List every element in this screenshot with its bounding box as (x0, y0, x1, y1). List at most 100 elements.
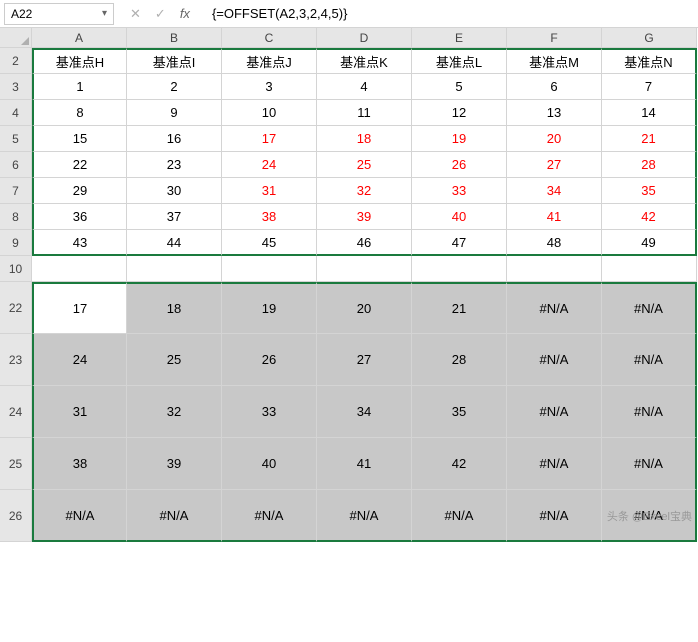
data-cell[interactable]: 24 (222, 152, 317, 178)
data-cell[interactable]: 23 (127, 152, 222, 178)
result-cell[interactable]: 17 (32, 282, 127, 334)
result-cell[interactable]: 34 (317, 386, 412, 438)
empty-cell[interactable] (507, 256, 602, 282)
data-cell[interactable]: 25 (317, 152, 412, 178)
data-cell[interactable]: 8 (32, 100, 127, 126)
row-header-10[interactable]: 10 (0, 256, 32, 282)
data-cell[interactable]: 49 (602, 230, 697, 256)
data-cell[interactable]: 15 (32, 126, 127, 152)
empty-cell[interactable] (127, 256, 222, 282)
data-cell[interactable]: 22 (32, 152, 127, 178)
data-cell[interactable]: 44 (127, 230, 222, 256)
result-cell[interactable]: #N/A (602, 282, 697, 334)
result-cell[interactable]: #N/A (507, 490, 602, 542)
row-header-24[interactable]: 24 (0, 386, 32, 438)
fx-icon[interactable]: fx (180, 6, 190, 21)
row-header-7[interactable]: 7 (0, 178, 32, 204)
result-cell[interactable]: 33 (222, 386, 317, 438)
result-cell[interactable]: 24 (32, 334, 127, 386)
data-cell[interactable]: 18 (317, 126, 412, 152)
result-cell[interactable]: 35 (412, 386, 507, 438)
row-header-26[interactable]: 26 (0, 490, 32, 542)
data-cell[interactable]: 35 (602, 178, 697, 204)
data-cell[interactable]: 14 (602, 100, 697, 126)
result-cell[interactable]: 27 (317, 334, 412, 386)
data-cell[interactable]: 47 (412, 230, 507, 256)
result-cell[interactable]: 26 (222, 334, 317, 386)
result-cell[interactable]: 20 (317, 282, 412, 334)
col-header-D[interactable]: D (317, 28, 412, 48)
result-cell[interactable]: 28 (412, 334, 507, 386)
result-cell[interactable]: 38 (32, 438, 127, 490)
result-cell[interactable]: 32 (127, 386, 222, 438)
header-cell[interactable]: 基准点H (32, 48, 127, 74)
data-cell[interactable]: 26 (412, 152, 507, 178)
col-header-E[interactable]: E (412, 28, 507, 48)
row-header-3[interactable]: 3 (0, 74, 32, 100)
header-cell[interactable]: 基准点J (222, 48, 317, 74)
data-cell[interactable]: 10 (222, 100, 317, 126)
row-header-4[interactable]: 4 (0, 100, 32, 126)
data-cell[interactable]: 41 (507, 204, 602, 230)
data-cell[interactable]: 9 (127, 100, 222, 126)
result-cell[interactable]: 40 (222, 438, 317, 490)
row-header-22[interactable]: 22 (0, 282, 32, 334)
result-cell[interactable]: 19 (222, 282, 317, 334)
name-box-dropdown-icon[interactable]: ▾ (102, 8, 107, 19)
data-cell[interactable]: 27 (507, 152, 602, 178)
result-cell[interactable]: 31 (32, 386, 127, 438)
result-cell[interactable]: #N/A (602, 386, 697, 438)
col-header-A[interactable]: A (32, 28, 127, 48)
data-cell[interactable]: 12 (412, 100, 507, 126)
data-cell[interactable]: 37 (127, 204, 222, 230)
data-cell[interactable]: 16 (127, 126, 222, 152)
enter-icon[interactable]: ✓ (155, 6, 166, 22)
empty-cell[interactable] (317, 256, 412, 282)
row-header-5[interactable]: 5 (0, 126, 32, 152)
select-all-corner[interactable] (0, 28, 32, 48)
data-cell[interactable]: 7 (602, 74, 697, 100)
result-cell[interactable]: #N/A (127, 490, 222, 542)
data-cell[interactable]: 28 (602, 152, 697, 178)
data-cell[interactable]: 19 (412, 126, 507, 152)
data-cell[interactable]: 20 (507, 126, 602, 152)
result-cell[interactable]: #N/A (32, 490, 127, 542)
result-cell[interactable]: 39 (127, 438, 222, 490)
data-cell[interactable]: 34 (507, 178, 602, 204)
result-cell[interactable]: #N/A (602, 438, 697, 490)
data-cell[interactable]: 4 (317, 74, 412, 100)
data-cell[interactable]: 1 (32, 74, 127, 100)
result-cell[interactable]: #N/A (412, 490, 507, 542)
data-cell[interactable]: 32 (317, 178, 412, 204)
result-cell[interactable]: #N/A (602, 334, 697, 386)
data-cell[interactable]: 33 (412, 178, 507, 204)
header-cell[interactable]: 基准点L (412, 48, 507, 74)
result-cell[interactable]: #N/A (317, 490, 412, 542)
empty-cell[interactable] (32, 256, 127, 282)
data-cell[interactable]: 2 (127, 74, 222, 100)
result-cell[interactable]: 18 (127, 282, 222, 334)
result-cell[interactable]: 42 (412, 438, 507, 490)
result-cell[interactable]: #N/A (507, 334, 602, 386)
data-cell[interactable]: 5 (412, 74, 507, 100)
data-cell[interactable]: 21 (602, 126, 697, 152)
data-cell[interactable]: 3 (222, 74, 317, 100)
data-cell[interactable]: 11 (317, 100, 412, 126)
data-cell[interactable]: 40 (412, 204, 507, 230)
data-cell[interactable]: 48 (507, 230, 602, 256)
row-header-25[interactable]: 25 (0, 438, 32, 490)
cancel-icon[interactable]: ✕ (130, 6, 141, 22)
header-cell[interactable]: 基准点M (507, 48, 602, 74)
data-cell[interactable]: 6 (507, 74, 602, 100)
row-header-2[interactable]: 2 (0, 48, 32, 74)
data-cell[interactable]: 13 (507, 100, 602, 126)
row-header-6[interactable]: 6 (0, 152, 32, 178)
result-cell[interactable]: 41 (317, 438, 412, 490)
data-cell[interactable]: 42 (602, 204, 697, 230)
data-cell[interactable]: 31 (222, 178, 317, 204)
data-cell[interactable]: 45 (222, 230, 317, 256)
formula-input[interactable] (206, 3, 698, 25)
name-box[interactable]: A22 ▾ (4, 3, 114, 25)
result-cell[interactable]: #N/A (222, 490, 317, 542)
row-header-23[interactable]: 23 (0, 334, 32, 386)
